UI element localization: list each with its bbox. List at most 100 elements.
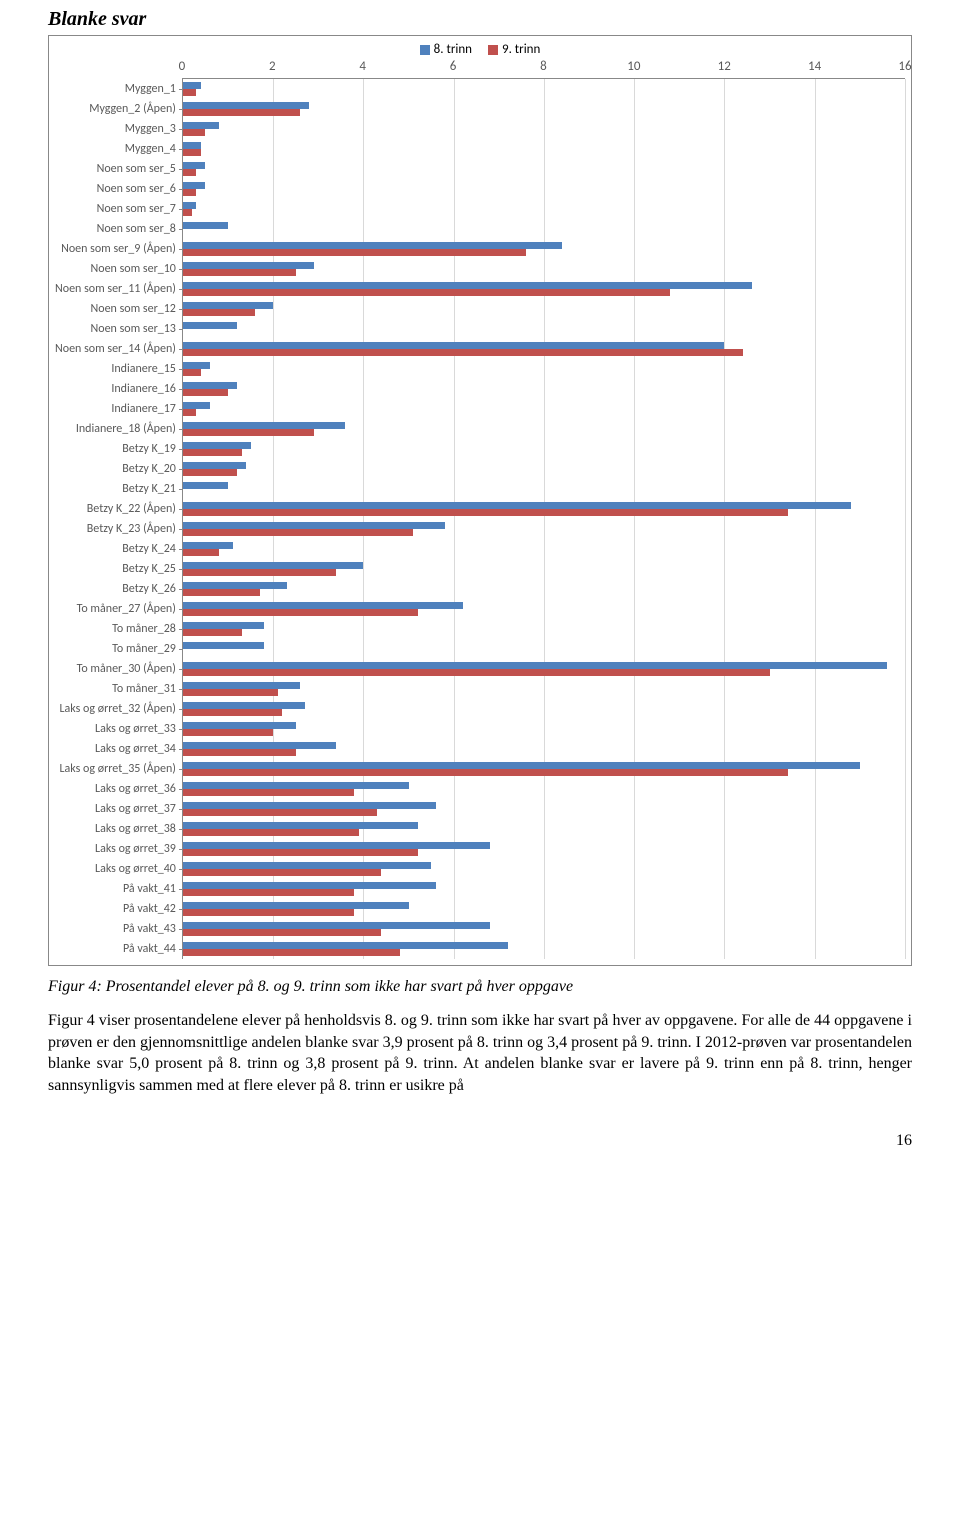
chart-row — [183, 639, 905, 659]
category-label: Noen som ser_13 — [55, 319, 182, 339]
bar-group — [183, 79, 905, 99]
chart-row — [183, 779, 905, 799]
bar-series-a — [183, 122, 219, 129]
bar-series-a — [183, 582, 287, 589]
chart-row — [183, 319, 905, 339]
bar-group — [183, 899, 905, 919]
bar-group — [183, 399, 905, 419]
category-label: To måner_30 (Åpen) — [55, 659, 182, 679]
bar-group — [183, 859, 905, 879]
category-label: Betzy K_21 — [55, 479, 182, 499]
chart-row — [183, 539, 905, 559]
category-label: Myggen_2 (Åpen) — [55, 99, 182, 119]
chart-row — [183, 679, 905, 699]
chart-row — [183, 219, 905, 239]
bar-series-b — [183, 909, 355, 916]
bar-series-b — [183, 669, 770, 676]
axis-tick-label: 6 — [450, 59, 457, 74]
bar-series-b — [183, 449, 242, 456]
bar-series-b — [183, 829, 359, 836]
chart-row — [183, 199, 905, 219]
legend-label: 9. trinn — [502, 42, 540, 57]
bar-series-b — [183, 169, 197, 176]
chart-row — [183, 499, 905, 519]
category-label: To måner_28 — [55, 619, 182, 639]
axis-tick-label: 8 — [540, 59, 547, 74]
bar-group — [183, 919, 905, 939]
bar-group — [183, 839, 905, 859]
bar-group — [183, 279, 905, 299]
category-label: Laks og ørret_35 (Åpen) — [55, 759, 182, 779]
bar-series-a — [183, 742, 336, 749]
chart-row — [183, 439, 905, 459]
category-label: Betzy K_25 — [55, 559, 182, 579]
chart-row — [183, 879, 905, 899]
axis-tick-label: 2 — [269, 59, 276, 74]
axis-tick-label: 12 — [718, 59, 731, 74]
bar-series-a — [183, 942, 508, 949]
chart-row — [183, 519, 905, 539]
category-label: Noen som ser_12 — [55, 299, 182, 319]
chart-row — [183, 819, 905, 839]
legend-swatch — [420, 45, 430, 55]
bar-group — [183, 199, 905, 219]
category-label: Betzy K_19 — [55, 439, 182, 459]
bar-series-a — [183, 782, 409, 789]
category-label: Noen som ser_7 — [55, 199, 182, 219]
bar-series-b — [183, 349, 743, 356]
bar-group — [183, 139, 905, 159]
bar-series-a — [183, 282, 752, 289]
chart-row — [183, 379, 905, 399]
bar-group — [183, 819, 905, 839]
bar-series-a — [183, 82, 201, 89]
bar-group — [183, 499, 905, 519]
category-label: På vakt_44 — [55, 939, 182, 959]
bar-series-a — [183, 382, 237, 389]
bar-series-a — [183, 622, 264, 629]
bar-group — [183, 379, 905, 399]
bar-group — [183, 579, 905, 599]
bar-group — [183, 459, 905, 479]
bar-series-a — [183, 502, 851, 509]
bar-series-b — [183, 529, 413, 536]
chart-row — [183, 119, 905, 139]
chart-row — [183, 859, 905, 879]
bar-series-b — [183, 789, 355, 796]
bar-group — [183, 759, 905, 779]
bar-series-b — [183, 149, 201, 156]
bar-series-b — [183, 549, 219, 556]
category-label: På vakt_42 — [55, 899, 182, 919]
bar-group — [183, 659, 905, 679]
category-label: Laks og ørret_34 — [55, 739, 182, 759]
bar-series-a — [183, 262, 314, 269]
bar-series-b — [183, 949, 400, 956]
plot-area — [182, 79, 905, 959]
bar-series-a — [183, 182, 206, 189]
category-labels: Myggen_1Myggen_2 (Åpen)Myggen_3Myggen_4N… — [55, 59, 182, 959]
category-label: To måner_29 — [55, 639, 182, 659]
bar-series-a — [183, 702, 305, 709]
bar-group — [183, 339, 905, 359]
bar-series-b — [183, 409, 197, 416]
chart-row — [183, 739, 905, 759]
category-label: Myggen_3 — [55, 119, 182, 139]
chart-row — [183, 79, 905, 99]
chart-row — [183, 759, 905, 779]
axis-tick-label: 16 — [898, 59, 911, 74]
bar-series-b — [183, 769, 788, 776]
bar-series-a — [183, 602, 463, 609]
chart-row — [183, 839, 905, 859]
category-label: Laks og ørret_39 — [55, 839, 182, 859]
bar-group — [183, 779, 905, 799]
bar-series-b — [183, 749, 296, 756]
bar-series-a — [183, 302, 273, 309]
bar-group — [183, 939, 905, 959]
bar-series-a — [183, 422, 345, 429]
bar-series-a — [183, 442, 251, 449]
chart-row — [183, 659, 905, 679]
chart-row — [183, 579, 905, 599]
bar-series-a — [183, 362, 210, 369]
category-label: Betzy K_22 (Åpen) — [55, 499, 182, 519]
category-label: Laks og ørret_37 — [55, 799, 182, 819]
chart-row — [183, 919, 905, 939]
